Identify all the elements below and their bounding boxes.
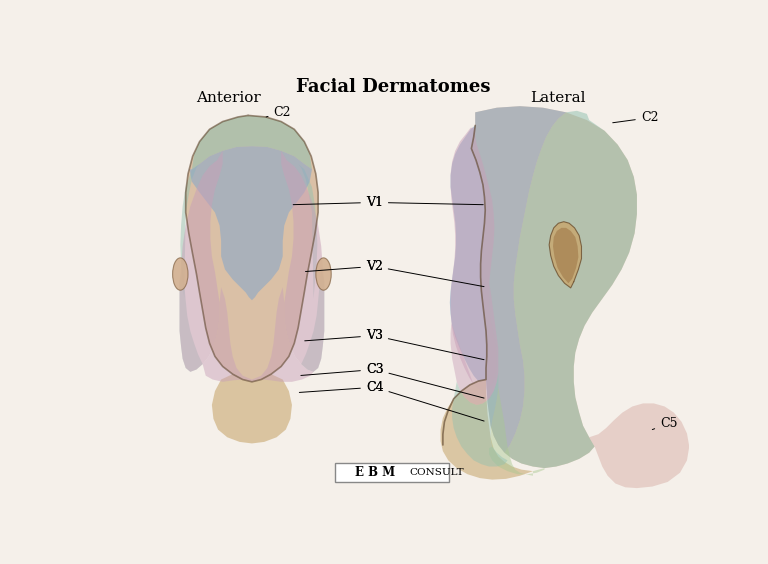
Polygon shape xyxy=(451,127,497,391)
Polygon shape xyxy=(298,164,317,299)
Text: V3: V3 xyxy=(305,329,383,342)
FancyBboxPatch shape xyxy=(335,464,449,482)
Polygon shape xyxy=(281,151,324,372)
Text: Facial Dermatomes: Facial Dermatomes xyxy=(296,78,491,96)
Polygon shape xyxy=(186,116,318,382)
Ellipse shape xyxy=(173,258,188,290)
Polygon shape xyxy=(301,268,324,372)
Polygon shape xyxy=(180,164,200,299)
Ellipse shape xyxy=(316,258,331,290)
Polygon shape xyxy=(549,222,581,288)
Text: E B M: E B M xyxy=(355,466,396,479)
Polygon shape xyxy=(553,228,578,283)
Polygon shape xyxy=(180,268,203,372)
Polygon shape xyxy=(472,106,566,453)
Text: C3: C3 xyxy=(301,363,383,376)
Text: C3: C3 xyxy=(366,363,484,398)
Text: V2: V2 xyxy=(306,260,382,273)
Text: C2: C2 xyxy=(613,111,658,124)
Text: CONSULT: CONSULT xyxy=(409,468,464,477)
Polygon shape xyxy=(212,374,292,443)
Polygon shape xyxy=(180,151,223,372)
Polygon shape xyxy=(505,111,637,468)
Text: Anterior: Anterior xyxy=(197,91,261,105)
Text: C2: C2 xyxy=(266,106,291,119)
Polygon shape xyxy=(192,116,312,169)
Text: C4: C4 xyxy=(366,381,484,421)
Polygon shape xyxy=(203,287,313,382)
Polygon shape xyxy=(589,403,690,488)
Text: V2: V2 xyxy=(366,260,484,287)
Text: C4: C4 xyxy=(300,381,383,394)
Polygon shape xyxy=(441,380,533,479)
Polygon shape xyxy=(450,125,487,381)
Text: Lateral: Lateral xyxy=(531,91,586,105)
Polygon shape xyxy=(472,106,637,468)
Text: V3: V3 xyxy=(366,329,484,360)
Text: C5: C5 xyxy=(652,417,677,430)
Polygon shape xyxy=(489,387,545,476)
Text: V1: V1 xyxy=(293,196,383,209)
Text: V1: V1 xyxy=(366,196,483,209)
Polygon shape xyxy=(190,146,312,300)
Polygon shape xyxy=(451,283,498,405)
Polygon shape xyxy=(452,374,508,466)
